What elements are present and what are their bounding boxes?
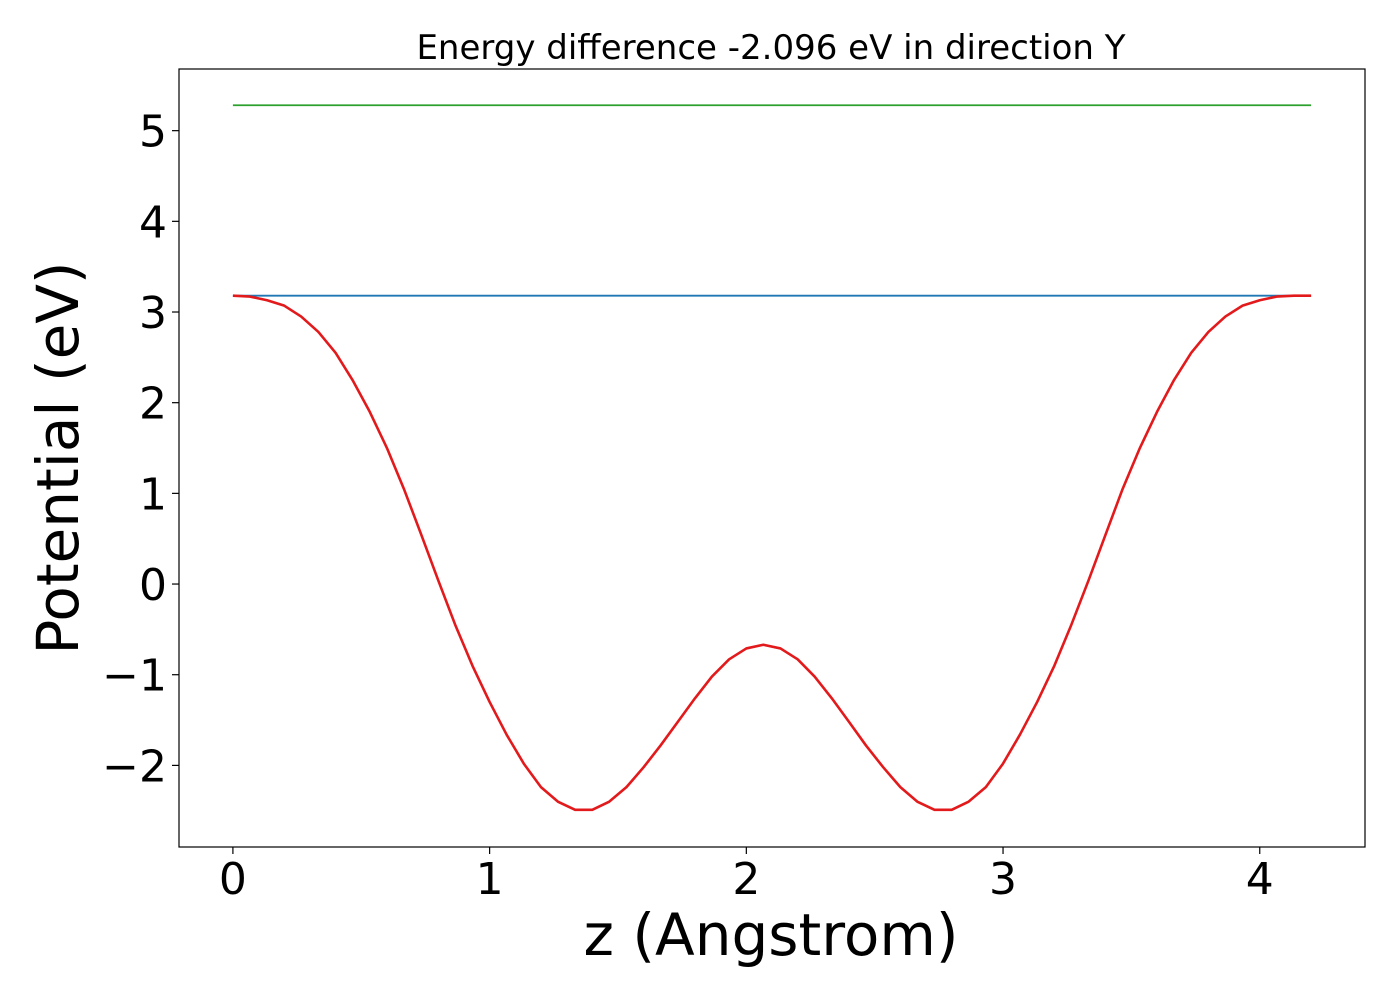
y-tick-label: −1 bbox=[102, 651, 167, 702]
series-layer bbox=[232, 104, 1312, 812]
y-tick-label: 1 bbox=[139, 469, 167, 520]
y-tick-label: 5 bbox=[139, 107, 167, 158]
x-tick-label: 1 bbox=[476, 854, 504, 905]
y-tick-label: 0 bbox=[139, 560, 167, 611]
x-tick-label: 2 bbox=[732, 854, 760, 905]
plot-area bbox=[178, 68, 1366, 848]
x-tick-label: 0 bbox=[219, 854, 247, 905]
chart-title: Energy difference -2.096 eV in direction… bbox=[416, 28, 1125, 68]
y-tick-label: 3 bbox=[139, 288, 167, 339]
y-tick-label: 4 bbox=[139, 197, 167, 248]
series-line-2-curve bbox=[232, 294, 1312, 812]
x-tick-label: 3 bbox=[989, 854, 1017, 905]
y-axis-label: Potential (eV) bbox=[24, 261, 92, 654]
y-tick-label: −2 bbox=[102, 741, 167, 792]
x-axis-label: z (Angstrom) bbox=[584, 901, 959, 969]
plot-frame bbox=[178, 68, 1366, 848]
y-tick-label: 2 bbox=[139, 379, 167, 430]
y-axis: −2 −1 0 1 2 3 4 5 bbox=[102, 107, 179, 792]
x-tick-label: 4 bbox=[1246, 854, 1274, 905]
x-axis: 0 1 2 3 4 bbox=[219, 847, 1274, 905]
